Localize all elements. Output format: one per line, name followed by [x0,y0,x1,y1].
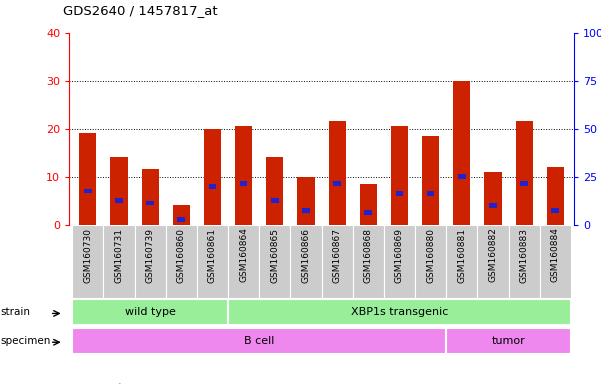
Text: GSM160864: GSM160864 [239,228,248,283]
Bar [453,81,471,225]
Text: GSM160861: GSM160861 [208,228,217,283]
Bar [446,225,477,298]
Bar [72,299,228,325]
Text: ■: ■ [69,381,82,384]
Text: GSM160869: GSM160869 [395,228,404,283]
Bar [540,225,571,298]
Bar [353,225,384,298]
Text: XBP1s transgenic: XBP1s transgenic [351,307,448,317]
Text: GSM160868: GSM160868 [364,228,373,283]
Text: GSM160881: GSM160881 [457,228,466,283]
Text: strain: strain [1,307,31,317]
Bar [228,225,259,298]
Bar [146,201,154,205]
Bar [395,191,403,196]
Bar [240,182,248,186]
Bar [204,129,221,225]
Text: GSM160882: GSM160882 [489,228,498,283]
Bar [197,225,228,298]
Text: B cell: B cell [244,336,275,346]
Bar [446,328,571,354]
Text: GSM160865: GSM160865 [270,228,279,283]
Bar [551,208,559,213]
Bar [266,157,283,225]
Text: GSM160884: GSM160884 [551,228,560,283]
Bar [228,299,571,325]
Bar [72,328,446,354]
Bar [427,191,435,196]
Bar [115,198,123,203]
Text: GSM160739: GSM160739 [145,228,154,283]
Bar [360,184,377,225]
Bar [422,136,439,225]
Bar [516,121,532,225]
Bar [364,210,372,215]
Bar [415,225,446,298]
Bar [322,225,353,298]
Text: GSM160860: GSM160860 [177,228,186,283]
Bar [489,203,497,208]
Text: specimen: specimen [1,336,51,346]
Bar [103,225,135,298]
Bar [290,225,322,298]
Bar [111,157,127,225]
Bar [84,189,92,194]
Bar [329,121,346,225]
Bar [79,134,96,225]
Bar [391,126,408,225]
Text: GDS2640 / 1457817_at: GDS2640 / 1457817_at [63,4,218,17]
Text: GSM160867: GSM160867 [332,228,341,283]
Bar [235,126,252,225]
Bar [547,167,564,225]
Text: count: count [93,383,123,384]
Bar [334,182,341,186]
Bar [135,225,166,298]
Text: GSM160866: GSM160866 [302,228,311,283]
Bar [520,182,528,186]
Bar [297,177,314,225]
Bar [271,198,279,203]
Bar [477,225,508,298]
Text: GSM160730: GSM160730 [84,228,93,283]
Bar [166,225,197,298]
Text: GSM160883: GSM160883 [520,228,529,283]
Bar [384,225,415,298]
Bar [302,208,310,213]
Bar [142,169,159,225]
Bar [209,184,216,189]
Bar [484,172,501,225]
Bar [508,225,540,298]
Bar [72,225,103,298]
Bar [172,205,190,225]
Bar [177,217,185,222]
Text: tumor: tumor [492,336,525,346]
Text: wild type: wild type [124,307,175,317]
Bar [458,174,466,179]
Bar [259,225,290,298]
Text: GSM160880: GSM160880 [426,228,435,283]
Text: GSM160731: GSM160731 [114,228,123,283]
